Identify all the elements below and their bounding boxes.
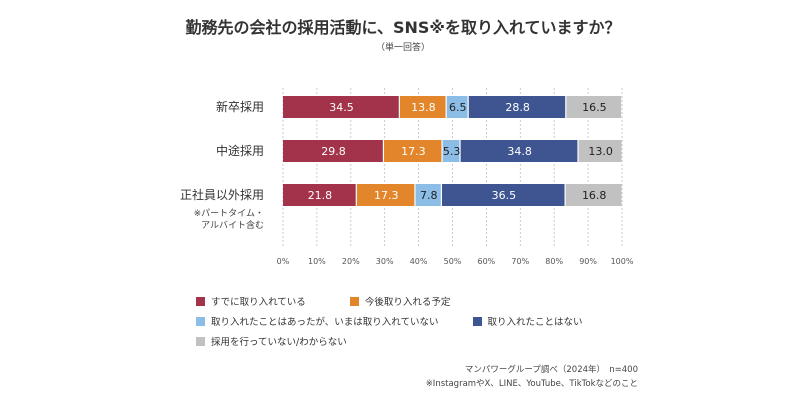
source-note: マンパワーグループ調べ（2024年） n=400 ※InstagramやX、LI… <box>426 363 638 391</box>
bar-segment <box>356 184 415 206</box>
legend-row: すでに取り入れている 今後取り入れる予定 <box>196 291 656 311</box>
legend-swatch <box>196 296 205 306</box>
data-label: 13.0 <box>588 145 613 158</box>
x-tick-label: 0% <box>277 257 290 266</box>
data-label: 29.8 <box>321 145 346 158</box>
category-label: 中途採用 <box>216 143 264 158</box>
bar-segment <box>442 140 460 162</box>
legend-label: 取り入れたことはない <box>487 317 583 328</box>
bar-segment <box>283 96 399 118</box>
x-tick-label: 30% <box>376 257 394 266</box>
data-label: 34.8 <box>507 145 532 158</box>
category-label: 正社員以外採用 <box>180 187 264 202</box>
bar-segment <box>384 140 442 162</box>
bar-segment <box>446 96 468 118</box>
bar-segment <box>441 184 565 206</box>
data-label: 6.5 <box>449 101 467 114</box>
legend-swatch <box>472 316 482 326</box>
data-label: 17.3 <box>374 189 399 202</box>
data-label: 34.5 <box>329 101 354 114</box>
x-tick-label: 90% <box>579 257 597 266</box>
data-label: 28.8 <box>505 101 530 114</box>
x-tick-label: 50% <box>444 257 462 266</box>
legend-item-previously: 取り入れたことはあったが、いまは取り入れていない <box>196 314 439 328</box>
legend-row: 採用を行っていない/わからない <box>196 331 656 351</box>
legend-swatch <box>196 316 205 326</box>
bar-segment <box>578 140 622 162</box>
legend-item-already: すでに取り入れている <box>196 294 306 308</box>
bar-segment <box>283 140 383 162</box>
data-label: 5.3 <box>443 145 461 158</box>
source-line: マンパワーグループ調べ（2024年） n=400 <box>464 365 638 375</box>
chart-subtitle: （単一回答） <box>375 43 430 53</box>
legend-label: 取り入れたことはあったが、いまは取り入れていない <box>211 317 439 328</box>
bar-segment <box>283 184 356 206</box>
bar-segment <box>565 184 622 206</box>
data-label: 16.8 <box>582 189 607 202</box>
data-label: 17.3 <box>401 145 426 158</box>
legend: すでに取り入れている 今後取り入れる予定 取り入れたことはあったが、いまは取り入… <box>196 291 656 351</box>
data-label: 21.8 <box>308 189 333 202</box>
x-tick-label: 40% <box>410 257 428 266</box>
legend-swatch <box>349 296 359 306</box>
category-note: ※パートタイム・ <box>194 208 264 219</box>
legend-swatch <box>196 336 205 346</box>
bar-segment <box>415 184 441 206</box>
legend-item-never: 取り入れたことはない <box>472 314 583 328</box>
legend-item-planned: 今後取り入れる予定 <box>349 294 451 308</box>
legend-label: 採用を行っていない/わからない <box>211 337 347 348</box>
legend-label: すでに取り入れている <box>211 297 306 308</box>
bar-segment <box>566 96 622 118</box>
bar-segment <box>399 96 446 118</box>
x-tick-label: 10% <box>308 257 326 266</box>
source-footnote: ※InstagramやX、LINE、YouTube、TikTokなどのこと <box>425 379 638 389</box>
data-label: 7.8 <box>420 189 438 202</box>
x-tick-label: 80% <box>545 257 563 266</box>
bar-segment <box>468 96 566 118</box>
stacked-bar-chart: 0% 10% 20% 30% 40% 50% 60% 70% 80% 90% 100% 新卒採用 34.… <box>180 88 634 266</box>
bar-segment <box>460 140 578 162</box>
legend-row: 取り入れたことはあったが、いまは取り入れていない 取り入れたことはない <box>196 311 656 331</box>
x-tick-label: 60% <box>478 257 496 266</box>
legend-item-not-hiring: 採用を行っていない/わからない <box>196 334 347 348</box>
data-label: 36.5 <box>492 189 517 202</box>
x-tick-label: 20% <box>342 257 360 266</box>
x-tick-label: 100% <box>611 257 634 266</box>
data-label: 13.8 <box>411 101 436 114</box>
legend-label: 今後取り入れる予定 <box>364 297 451 308</box>
data-label: 16.5 <box>582 101 607 114</box>
x-tick-label: 70% <box>511 257 529 266</box>
chart-title: 勤務先の会社の採用活動に、SNS※を取り入れていますか？ <box>185 18 621 37</box>
category-note: アルバイト含む <box>201 219 264 231</box>
category-label: 新卒採用 <box>216 99 264 114</box>
